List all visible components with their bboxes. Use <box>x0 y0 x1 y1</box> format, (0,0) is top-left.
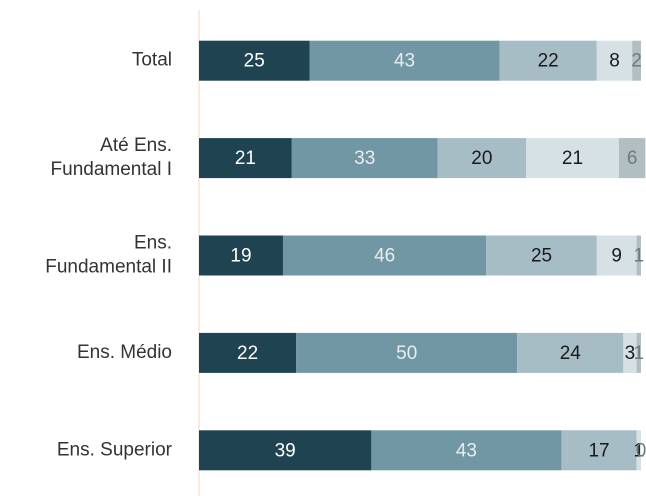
bar-segment <box>623 332 637 373</box>
bar-segment <box>526 138 619 179</box>
bar-segment <box>199 332 297 373</box>
value-label: 24 <box>560 343 582 364</box>
bar-segment <box>618 138 646 179</box>
bar-segment <box>632 40 641 81</box>
bar-segment <box>486 235 597 276</box>
bar-segment <box>309 40 500 81</box>
value-label: 46 <box>374 246 395 267</box>
category-label: Ens. Fundamental II <box>45 233 172 278</box>
bar-segment <box>199 235 283 276</box>
value-label: 9 <box>611 246 622 267</box>
value-label: 2 <box>631 51 642 72</box>
value-label: 33 <box>354 148 375 169</box>
value-label: 43 <box>456 440 477 461</box>
bar-segment <box>199 138 292 179</box>
value-label: 25 <box>244 51 265 72</box>
category-label: Total <box>132 50 172 71</box>
category-label: Ens. Superior <box>57 439 173 460</box>
bar-segment <box>517 332 624 373</box>
value-label: 25 <box>531 246 552 267</box>
value-label: 22 <box>237 343 258 364</box>
bar-segment <box>371 430 562 471</box>
value-label: 6 <box>627 148 638 169</box>
value-label: 1 <box>634 246 645 267</box>
value-label: 1 <box>634 440 645 461</box>
bar-segment <box>199 430 372 471</box>
value-label: 39 <box>275 440 296 461</box>
bar-segment <box>499 40 597 81</box>
category-label: Ens. Médio <box>77 342 172 363</box>
value-label: 0 <box>636 440 646 461</box>
bar-segment <box>199 40 310 81</box>
bar-segment <box>437 138 527 179</box>
bar-segment <box>596 235 637 276</box>
bar-segment <box>291 138 438 179</box>
value-label: 8 <box>609 51 620 72</box>
category-label: Até Ens. Fundamental I <box>51 135 172 180</box>
bar-segment <box>561 430 637 471</box>
value-label: 22 <box>538 51 559 72</box>
value-label: 21 <box>235 148 256 169</box>
value-label: 43 <box>394 51 415 72</box>
value-label: 50 <box>396 343 417 364</box>
bar-segment <box>636 332 641 373</box>
bar-segment <box>282 235 487 276</box>
value-label: 17 <box>588 440 609 461</box>
bar-segment <box>636 430 641 471</box>
bar-segment <box>596 40 633 81</box>
value-label: 21 <box>562 148 583 169</box>
bar-segment <box>636 235 641 276</box>
bar-segment <box>296 332 518 373</box>
value-label: 20 <box>471 148 492 169</box>
value-label: 1 <box>634 343 645 364</box>
value-label: 19 <box>230 246 251 267</box>
value-label: 3 <box>625 343 636 364</box>
